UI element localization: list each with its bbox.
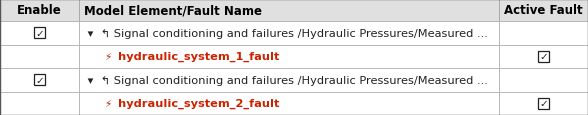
Bar <box>499 92 588 115</box>
Text: ✓: ✓ <box>539 98 548 108</box>
Bar <box>0 45 79 68</box>
Bar <box>34 28 45 39</box>
Text: ⚡: ⚡ <box>104 98 111 108</box>
Text: hydraulic_system_2_fault: hydraulic_system_2_fault <box>118 98 279 108</box>
Bar <box>79 68 499 92</box>
Bar <box>79 22 499 45</box>
Bar <box>0 22 79 45</box>
Text: Model Element/Fault Name: Model Element/Fault Name <box>84 4 262 17</box>
Bar <box>499 0 588 22</box>
Text: Active Fault: Active Fault <box>504 4 583 17</box>
Bar <box>34 75 45 86</box>
Text: ⚡: ⚡ <box>104 52 111 62</box>
Bar <box>538 98 549 109</box>
Text: ✓: ✓ <box>539 52 548 62</box>
Text: ✓: ✓ <box>35 29 44 38</box>
Bar <box>499 45 588 68</box>
Bar <box>79 0 499 22</box>
Text: Enable: Enable <box>17 4 62 17</box>
Text: ▾  ↰ Signal conditioning and failures /Hydraulic Pressures/Measured ...: ▾ ↰ Signal conditioning and failures /Hy… <box>84 75 488 85</box>
Text: ▾  ↰ Signal conditioning and failures /Hydraulic Pressures/Measured ...: ▾ ↰ Signal conditioning and failures /Hy… <box>84 29 488 38</box>
Bar <box>538 51 549 62</box>
Bar <box>499 68 588 92</box>
Text: hydraulic_system_1_fault: hydraulic_system_1_fault <box>118 52 279 62</box>
Bar <box>79 45 499 68</box>
Bar <box>499 22 588 45</box>
Bar <box>0 68 79 92</box>
Bar <box>79 92 499 115</box>
Bar <box>0 0 79 22</box>
Text: ✓: ✓ <box>35 75 44 85</box>
Bar <box>0 92 79 115</box>
